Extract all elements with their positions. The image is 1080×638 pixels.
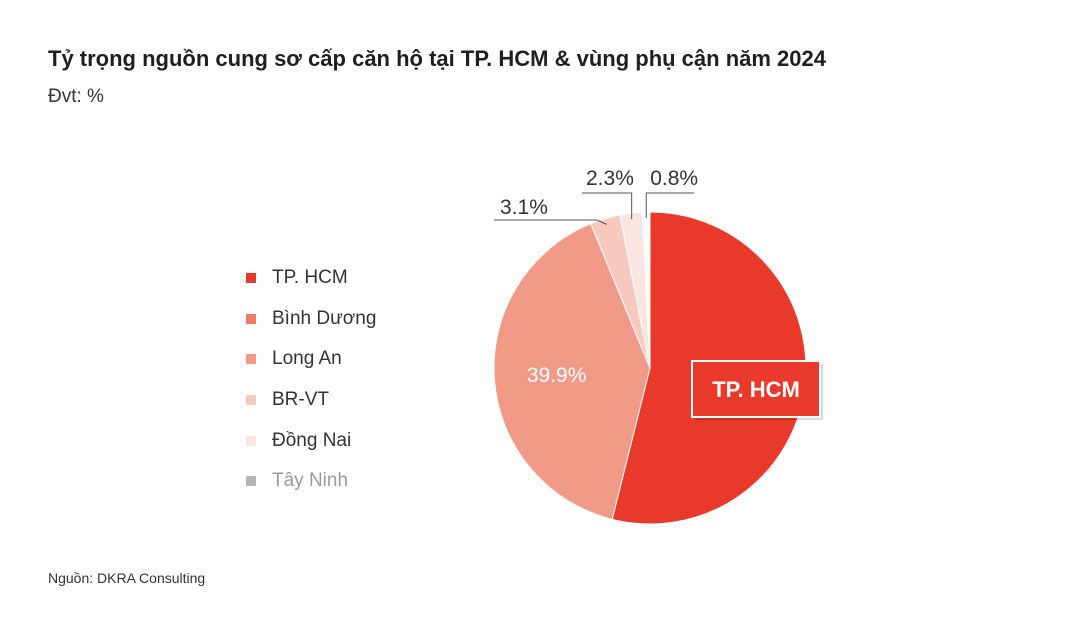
leader-line-dong-nai bbox=[582, 192, 633, 220]
source-note: Nguồn: DKRA Consulting bbox=[48, 570, 206, 586]
highlight-tag-label: TP. HCM bbox=[712, 377, 800, 402]
data-label-dong-nai: 2.3% bbox=[586, 167, 634, 190]
legend-label: BR-VT bbox=[272, 389, 329, 411]
data-label-tay-ninh: 0.8% bbox=[650, 167, 698, 190]
legend-label: Tây Ninh bbox=[272, 470, 349, 492]
legend-swatch bbox=[246, 395, 256, 406]
leader-line-br-vt bbox=[494, 219, 607, 225]
data-label-br-vt: 3.1% bbox=[500, 196, 548, 219]
legend-item-binh-duong: Bình Dương bbox=[246, 299, 376, 340]
legend-item-br-vt: BR-VT bbox=[246, 380, 376, 421]
pie-callouts: 3.1% 2.3% 0.8% bbox=[494, 167, 698, 225]
leader-line-tay-ninh bbox=[645, 192, 695, 219]
chart-title: Tỷ trọng nguồn cung sơ cấp căn hộ tại TP… bbox=[48, 46, 826, 71]
legend-item-tay-ninh: Tây Ninh bbox=[246, 461, 376, 502]
legend-item-tp-hcm: TP. HCM bbox=[246, 258, 376, 299]
legend-item-dong-nai: Đồng Nai bbox=[246, 420, 376, 461]
pie-slice-long-an bbox=[493, 223, 651, 520]
legend-swatch bbox=[246, 476, 256, 487]
legend-label: TP. HCM bbox=[272, 267, 348, 289]
legend-swatch bbox=[246, 313, 256, 324]
highlight-tag: TP. HCM bbox=[691, 360, 823, 420]
legend-item-long-an: Long An bbox=[246, 339, 376, 380]
legend-swatch bbox=[246, 435, 256, 446]
legend-label: Đồng Nai bbox=[272, 429, 352, 451]
legend: TP. HCM Bình Dương Long An BR-VT Đồng Na… bbox=[246, 258, 376, 502]
pie-chart: 3.1%2.3%0.8% 53.9%39.9% TP. HCM bbox=[493, 167, 823, 525]
chart-unit: Đvt: % bbox=[48, 86, 104, 107]
data-label-long-an: 39.9% bbox=[527, 364, 587, 387]
legend-label: Long An bbox=[272, 348, 342, 370]
highlight-tag-box bbox=[691, 360, 821, 418]
legend-swatch bbox=[246, 354, 256, 365]
legend-swatch bbox=[246, 273, 256, 284]
legend-label: Bình Dương bbox=[272, 307, 377, 329]
